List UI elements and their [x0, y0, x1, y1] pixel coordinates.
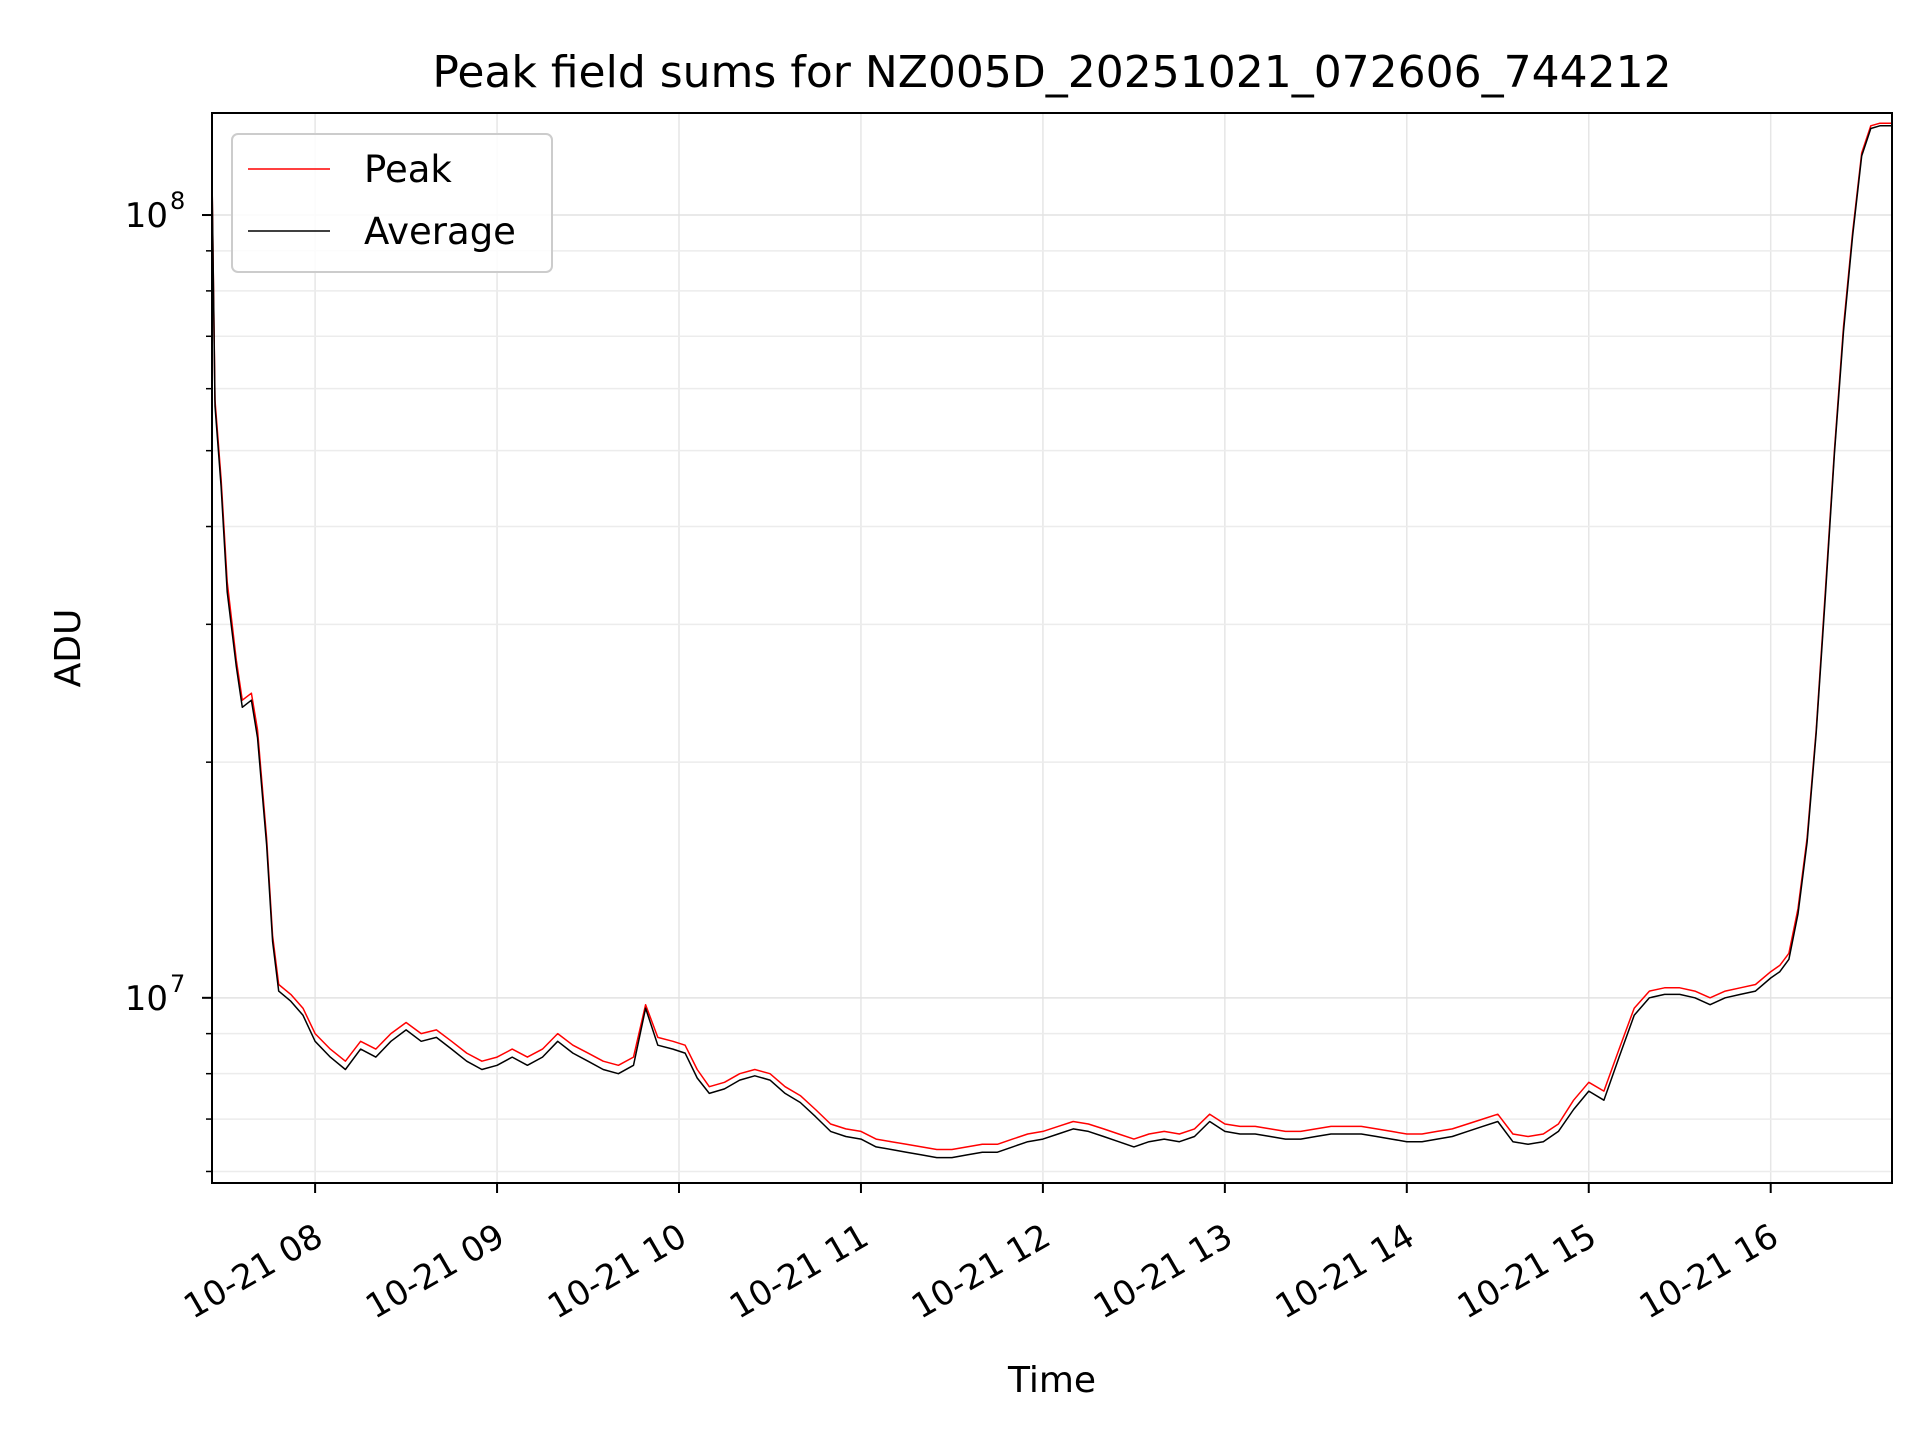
legend-label-peak: Peak	[364, 148, 452, 191]
plot-area-frame	[211, 112, 1893, 1184]
grid-lines	[212, 113, 1892, 1183]
series-line-peak	[211, 122, 1892, 1151]
series-layer	[211, 122, 1892, 1159]
series-line-average	[211, 125, 1892, 1159]
chart-title: Peak field sums for NZ005D_20251021_0726…	[432, 47, 1671, 98]
y-tick-label-exponent: 8	[170, 187, 185, 215]
y-axis-label: ADU	[48, 609, 89, 688]
y-tick-label-exponent: 7	[170, 970, 185, 998]
legend: Peak Average	[231, 133, 553, 273]
x-axis-label: Time	[1007, 1360, 1096, 1401]
legend-label-average: Average	[364, 210, 516, 253]
y-tick-label-base: 10	[125, 196, 168, 236]
y-tick-label-base: 10	[125, 979, 168, 1019]
